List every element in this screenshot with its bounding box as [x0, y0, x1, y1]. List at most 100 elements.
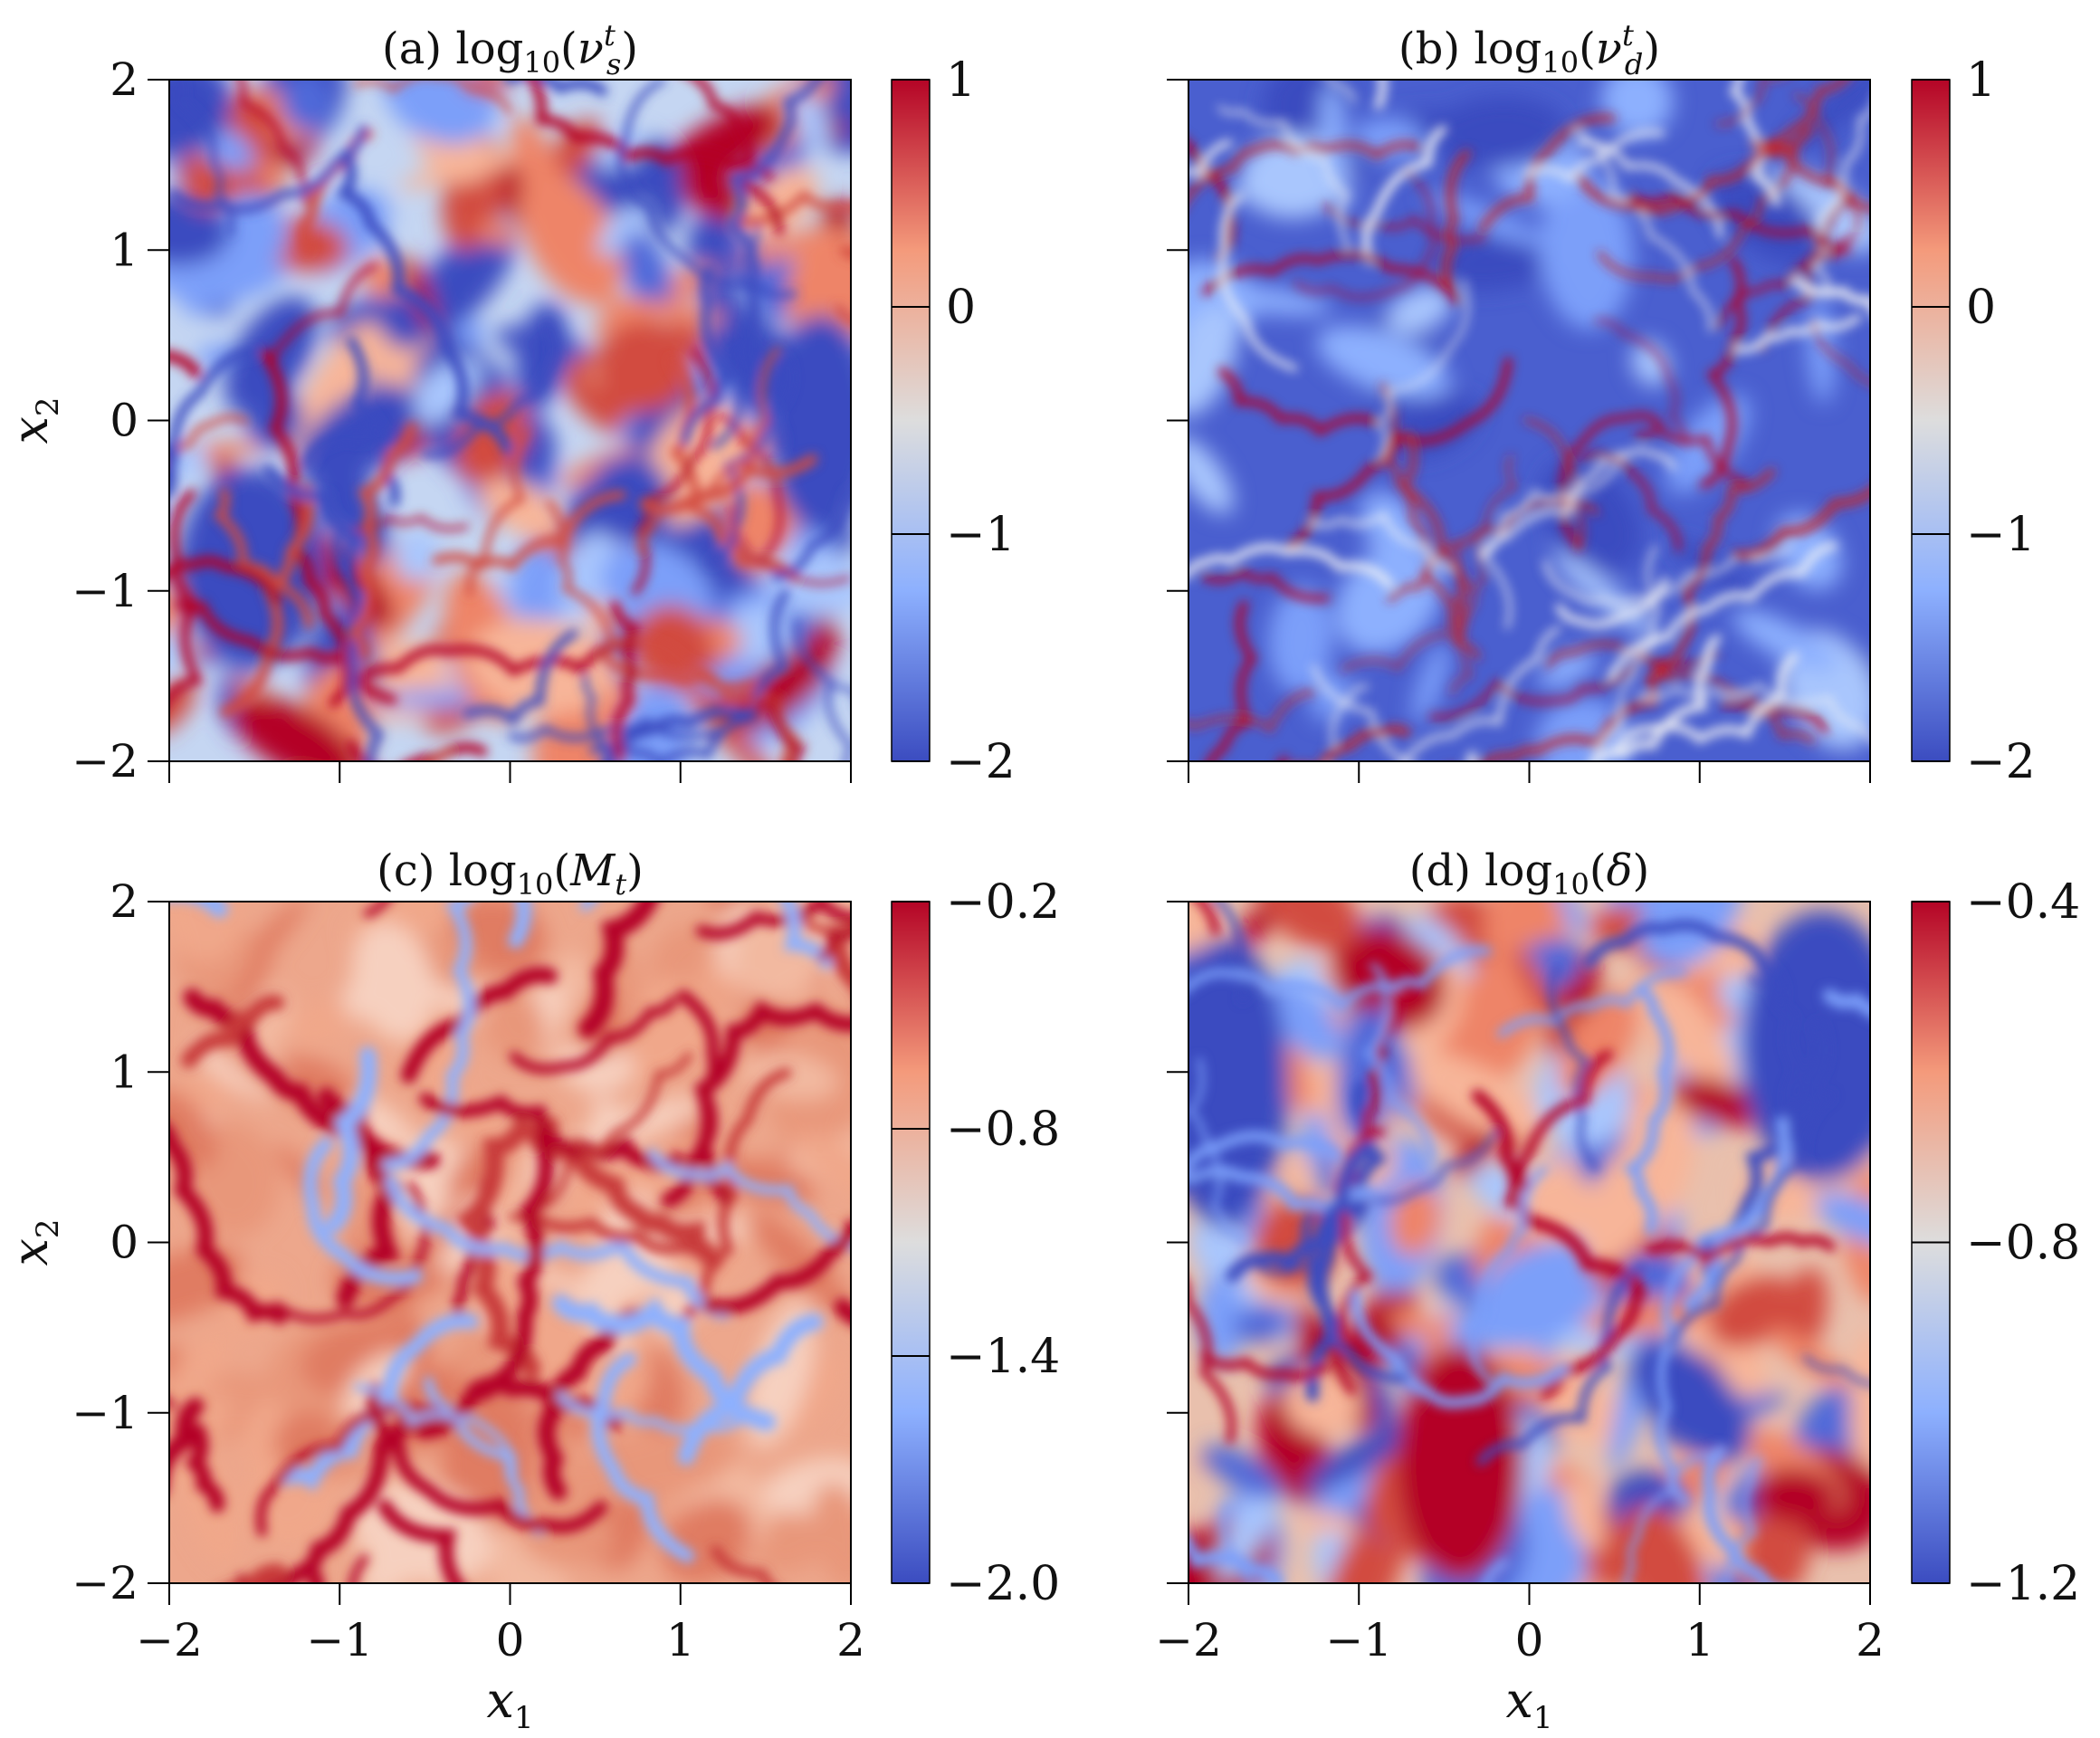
field-filament: [1667, 1092, 1834, 1348]
y-tick-label: 0: [110, 395, 138, 447]
field-filament: [1580, 452, 1682, 552]
field-filament: [329, 639, 641, 709]
field-blob: [1203, 1444, 1282, 1500]
field-filament: [381, 902, 475, 1171]
field-filament: [1634, 424, 1750, 486]
field-filament: [1188, 1057, 1246, 1246]
x-tick-label: −2: [1155, 1614, 1222, 1666]
field-filament: [1715, 235, 1857, 330]
field-blob: [1600, 80, 1674, 137]
field-filament: [727, 80, 822, 291]
field-filament: [1715, 80, 1777, 126]
colorbar-tick-label: −2.0: [946, 1557, 1060, 1611]
field-filament: [1756, 141, 1870, 212]
field-filament: [1401, 626, 1561, 761]
field-blob: [1670, 1076, 1767, 1128]
field-filament: [1539, 1274, 1642, 1399]
field-filament: [1760, 195, 1857, 352]
field-region: [767, 315, 851, 532]
field-filament: [175, 599, 397, 704]
colorbar-tick-label: −1.4: [946, 1330, 1060, 1384]
field-filament: [421, 320, 558, 458]
field-blob: [680, 678, 778, 761]
field-blob: [169, 193, 230, 266]
field-filament: [1516, 1049, 1613, 1190]
field-filament: [1523, 129, 1665, 184]
field-blob: [825, 83, 851, 128]
field-filament: [1697, 1020, 1828, 1276]
field-filament: [1387, 498, 1599, 603]
field-filament: [1589, 635, 1722, 761]
field-blob: [1412, 642, 1450, 724]
field-blob: [558, 445, 639, 488]
field-filament: [1188, 1175, 1232, 1192]
field-blob: [1618, 1504, 1707, 1583]
field-blob: [1320, 83, 1347, 178]
x-tick-label: 1: [666, 1614, 695, 1666]
heatmap-field: [1188, 80, 1870, 761]
panel-title: (c) log10(Mt): [377, 845, 644, 902]
field-blob: [1316, 325, 1451, 398]
field-filament: [263, 464, 364, 602]
field-blob: [1751, 1467, 1838, 1523]
field-blob: [399, 147, 533, 189]
y-axis-label: x2: [2, 396, 66, 444]
field-filament: [639, 454, 817, 514]
field-blob: [351, 922, 434, 1041]
field-filament: [1215, 902, 1249, 1003]
field-filament: [1450, 454, 1517, 695]
colorbar: [1911, 79, 1951, 762]
field-filament: [1188, 139, 1233, 178]
field-filament: [710, 1545, 775, 1583]
x-tick-label: 0: [496, 1614, 525, 1666]
field-filament: [1362, 125, 1447, 265]
field-filament: [348, 1554, 369, 1583]
field-filament: [1341, 541, 1473, 671]
field-blob: [1757, 167, 1870, 253]
field-blob: [1284, 1368, 1360, 1436]
x-tick-label: 2: [1856, 1614, 1885, 1666]
field-blob: [1631, 340, 1671, 387]
field-filament: [647, 1148, 851, 1251]
colorbar-tick-label: −2: [1966, 735, 2036, 789]
panel-c: (c) log10(Mt) −2 −1 0 1 2 2 1 0 −1 −2 x2 x1 −0.2 −0.8 −…: [2, 845, 1060, 1736]
field-filament: [1329, 80, 1356, 103]
y-tick-label: 1: [110, 1046, 138, 1098]
field-filament: [1312, 664, 1409, 761]
field-filament: [1206, 600, 1257, 761]
field-blob: [1438, 951, 1546, 1093]
field-blob: [1712, 169, 1823, 265]
field-blob: [1268, 586, 1333, 694]
field-filament: [1559, 412, 1662, 549]
field-filament: [169, 415, 250, 459]
field-filament: [238, 80, 310, 205]
field-filament: [1720, 701, 1828, 733]
colorbar-tick-label: 1: [946, 53, 976, 108]
heatmap-field: [169, 902, 851, 1583]
field-filament: [353, 80, 512, 115]
field-blob: [1188, 435, 1234, 514]
field-blob: [1264, 982, 1342, 1060]
field-blob: [732, 902, 826, 1003]
colorbar: [891, 901, 931, 1584]
x-tick-label: 1: [1685, 1614, 1714, 1666]
field-blob: [479, 476, 563, 540]
field-filament: [1790, 274, 1870, 312]
field-blob: [737, 225, 841, 267]
field-filament: [1361, 962, 1434, 1161]
field-blob: [680, 171, 752, 222]
field-blob: [1386, 286, 1453, 334]
field-filament: [271, 263, 378, 373]
field-filament: [1327, 684, 1370, 761]
field-filament: [637, 347, 781, 553]
y-tick-label: −1: [72, 565, 138, 617]
y-tick-label: 2: [110, 875, 138, 928]
field-blob: [594, 298, 735, 325]
field-blob: [544, 1417, 613, 1559]
field-blob: [383, 80, 497, 145]
field-filament: [1549, 964, 1599, 1172]
field-filament: [336, 148, 514, 455]
field-filament: [1612, 652, 1799, 753]
field-blob: [1239, 134, 1350, 219]
field-filaments: [1188, 902, 1870, 1583]
